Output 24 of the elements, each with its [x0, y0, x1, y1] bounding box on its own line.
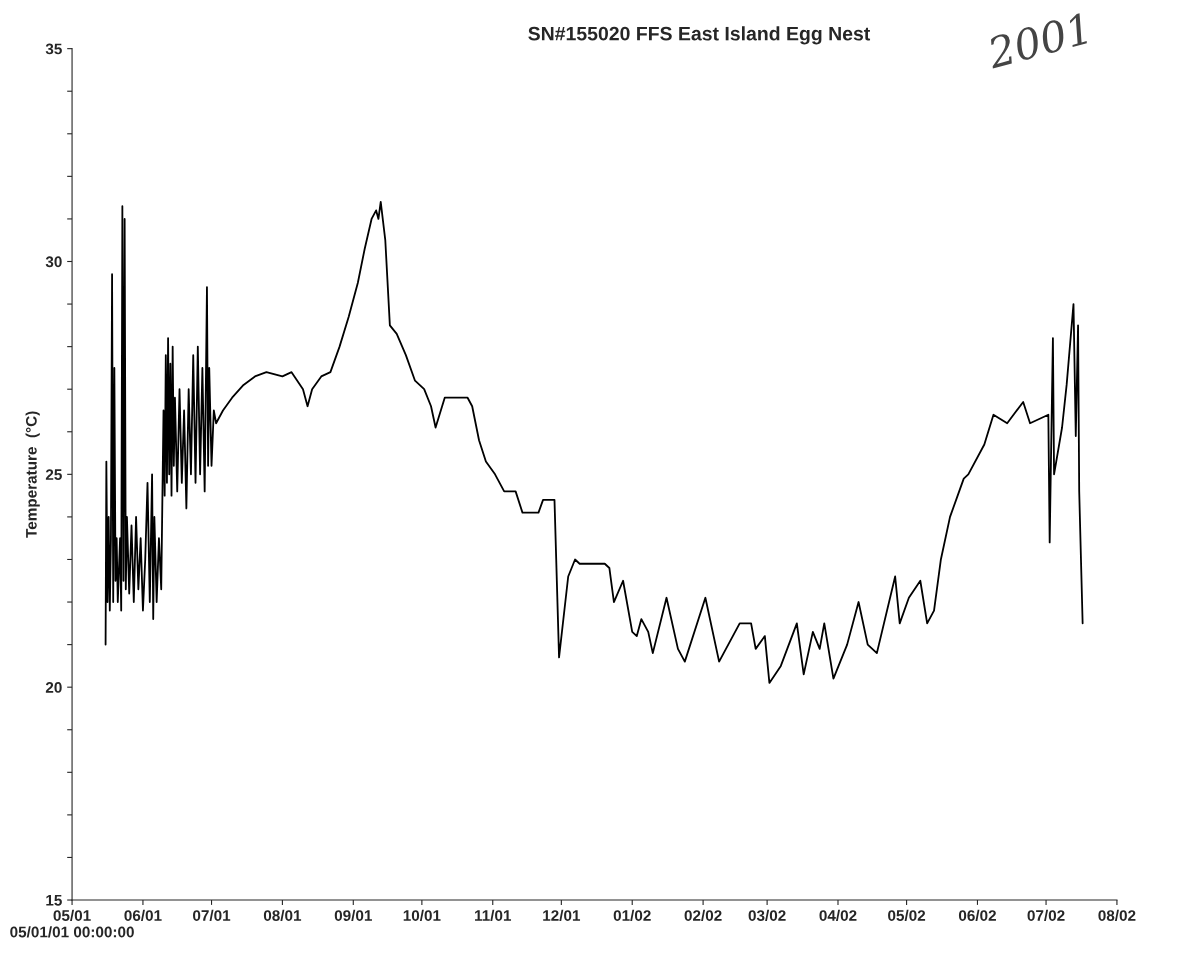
x-tick-label: 08/01 [263, 909, 302, 922]
y-tick-label: 15 [46, 895, 62, 906]
x-tick-label: 10/01 [403, 909, 441, 922]
x-tick-label: 05/02 [888, 909, 926, 922]
x-tick-label: 07/02 [1027, 909, 1065, 922]
x-tick-label: 09/01 [334, 909, 372, 922]
y-axis-title: Temperature (°C) [25, 411, 40, 538]
y-tick-label: 35 [45, 43, 62, 55]
x-tick-label: 11/01 [475, 909, 512, 922]
x-tick-label: 06/02 [958, 909, 996, 922]
y-tick-label: 30 [45, 256, 62, 268]
x-tick-label: 08/02 [1098, 909, 1136, 922]
chart-title: SN#155020 FFS East Island Egg Nest [528, 26, 871, 45]
x-tick-label: 03/02 [748, 909, 786, 922]
x-tick-label: 04/02 [819, 909, 857, 922]
x-tick-label: 01/02 [613, 909, 651, 922]
x-tick-label: 06/01 [124, 909, 162, 922]
x-tick-label: 02/02 [684, 909, 722, 922]
x-tick-label: 12/01 [543, 909, 581, 922]
y-tick-label: 25 [45, 469, 62, 481]
annotation: 2001 [984, 13, 1088, 70]
line-series [104, 200, 1084, 684]
y-tick-label: 20 [45, 682, 62, 693]
x-tick-label: 07/01 [193, 909, 231, 922]
